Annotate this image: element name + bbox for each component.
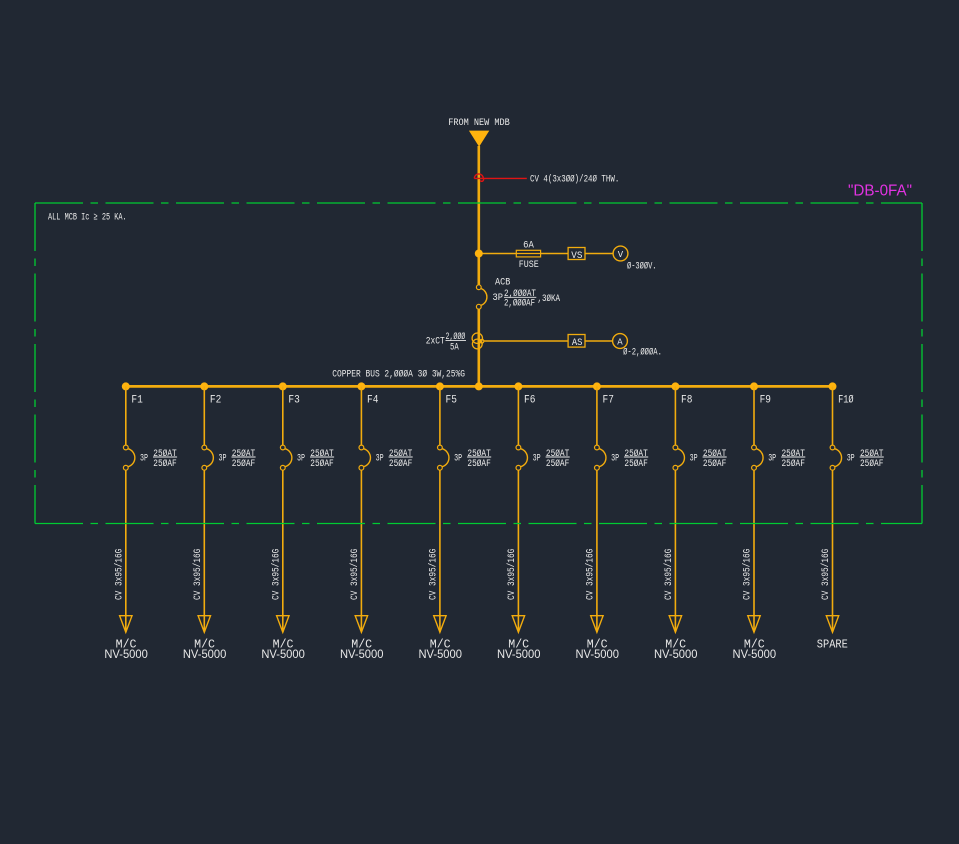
svg-text:3P: 3P (297, 454, 305, 465)
svg-text:CV 3x95/16G: CV 3x95/16G (349, 549, 361, 600)
svg-text:5A: 5A (450, 342, 459, 353)
svg-text:,3ØKA: ,3ØKA (538, 293, 561, 305)
svg-text:NV-5000: NV-5000 (261, 649, 305, 661)
svg-text:3P: 3P (768, 454, 776, 465)
svg-text:F3: F3 (288, 394, 299, 406)
svg-text:A: A (617, 336, 623, 347)
svg-text:2xCT: 2xCT (426, 337, 445, 348)
svg-text:CV 3x95/16G: CV 3x95/16G (192, 549, 204, 600)
svg-text:CV 3x95/16G: CV 3x95/16G (506, 549, 518, 600)
svg-text:CV 3x95/16G: CV 3x95/16G (585, 549, 597, 600)
svg-text:SPARE: SPARE (817, 639, 848, 652)
svg-text:F1Ø: F1Ø (838, 394, 854, 406)
svg-text:3P: 3P (454, 454, 462, 465)
svg-text:M/C: M/C (665, 639, 686, 652)
svg-text:M/C: M/C (273, 639, 294, 652)
svg-text:25ØAF: 25ØAF (703, 458, 726, 470)
svg-text:F2: F2 (210, 394, 221, 406)
svg-text:25ØAF: 25ØAF (782, 458, 805, 470)
svg-text:2,ØØØAF: 2,ØØØAF (504, 297, 535, 309)
svg-text:F5: F5 (446, 394, 457, 406)
svg-text:25ØAF: 25ØAF (546, 458, 569, 470)
svg-text:NV-5000: NV-5000 (104, 649, 148, 661)
svg-text:3P: 3P (493, 293, 504, 304)
svg-text:CV 3x95/16G: CV 3x95/16G (270, 549, 282, 600)
svg-text:3P: 3P (847, 454, 855, 465)
svg-text:25ØAF: 25ØAF (232, 458, 255, 470)
svg-text:CV 3x95/16G: CV 3x95/16G (820, 549, 832, 600)
svg-text:6A: 6A (523, 240, 534, 251)
svg-text:NV-5000: NV-5000 (340, 649, 384, 661)
svg-text:Ø-3ØØV.: Ø-3ØØV. (627, 261, 657, 273)
svg-text:AS: AS (572, 338, 583, 349)
svg-text:M/C: M/C (587, 639, 608, 652)
svg-text:F7: F7 (603, 394, 614, 406)
svg-text:ACB: ACB (495, 277, 510, 288)
svg-text:CV 4(3x3ØØ)/24Ø THW.: CV 4(3x3ØØ)/24Ø THW. (530, 174, 619, 186)
svg-text:NV-5000: NV-5000 (733, 649, 777, 661)
svg-text:ALL MCB Ic ≥ 25 KA.: ALL MCB Ic ≥ 25 KA. (48, 213, 127, 224)
svg-text:F9: F9 (760, 394, 771, 406)
svg-text:M/C: M/C (430, 639, 451, 652)
svg-text:CV 3x95/16G: CV 3x95/16G (742, 549, 754, 600)
svg-text:F6: F6 (524, 394, 535, 406)
svg-text:F4: F4 (367, 394, 379, 406)
svg-text:3P: 3P (140, 454, 148, 465)
svg-text:COPPER BUS 2,ØØØA 3Ø 3W,25%G: COPPER BUS 2,ØØØA 3Ø 3W,25%G (332, 369, 465, 381)
svg-text:V: V (618, 249, 624, 260)
svg-text:M/C: M/C (116, 639, 137, 652)
svg-text:25ØAF: 25ØAF (467, 458, 490, 470)
svg-text:3P: 3P (690, 454, 698, 465)
svg-text:F8: F8 (681, 394, 692, 406)
svg-text:M/C: M/C (744, 639, 765, 652)
svg-text:3P: 3P (611, 454, 619, 465)
svg-text:NV-5000: NV-5000 (183, 649, 227, 661)
svg-text:CV 3x95/16G: CV 3x95/16G (428, 549, 440, 600)
svg-text:25ØAF: 25ØAF (860, 458, 883, 470)
svg-text:F1: F1 (131, 394, 143, 406)
svg-text:M/C: M/C (351, 639, 372, 652)
svg-text:NV-5000: NV-5000 (575, 649, 619, 661)
svg-text:FROM NEW MDB: FROM NEW MDB (448, 118, 510, 129)
svg-text:FUSE: FUSE (519, 260, 539, 271)
svg-text:NV-5000: NV-5000 (418, 649, 462, 661)
svg-text:VS: VS (571, 251, 582, 262)
svg-text:25ØAF: 25ØAF (389, 458, 412, 470)
svg-text:M/C: M/C (194, 639, 215, 652)
svg-text:2,ØØØ: 2,ØØØ (446, 331, 466, 343)
svg-text:25ØAF: 25ØAF (310, 458, 333, 470)
svg-text:CV 3x95/16G: CV 3x95/16G (663, 549, 675, 600)
svg-text:NV-5000: NV-5000 (654, 649, 698, 661)
svg-text:CV 3x95/16G: CV 3x95/16G (113, 549, 125, 600)
svg-text:3P: 3P (219, 454, 227, 465)
svg-text:25ØAF: 25ØAF (153, 458, 176, 470)
svg-text:NV-5000: NV-5000 (497, 649, 541, 661)
svg-text:M/C: M/C (508, 639, 529, 652)
svg-text:Ø-2,ØØØA.: Ø-2,ØØØA. (623, 346, 662, 358)
svg-text:25ØAF: 25ØAF (624, 458, 647, 470)
svg-text:3P: 3P (533, 454, 541, 465)
svg-text:3P: 3P (376, 454, 384, 465)
svg-text:"DB-0FA": "DB-0FA" (848, 183, 912, 200)
